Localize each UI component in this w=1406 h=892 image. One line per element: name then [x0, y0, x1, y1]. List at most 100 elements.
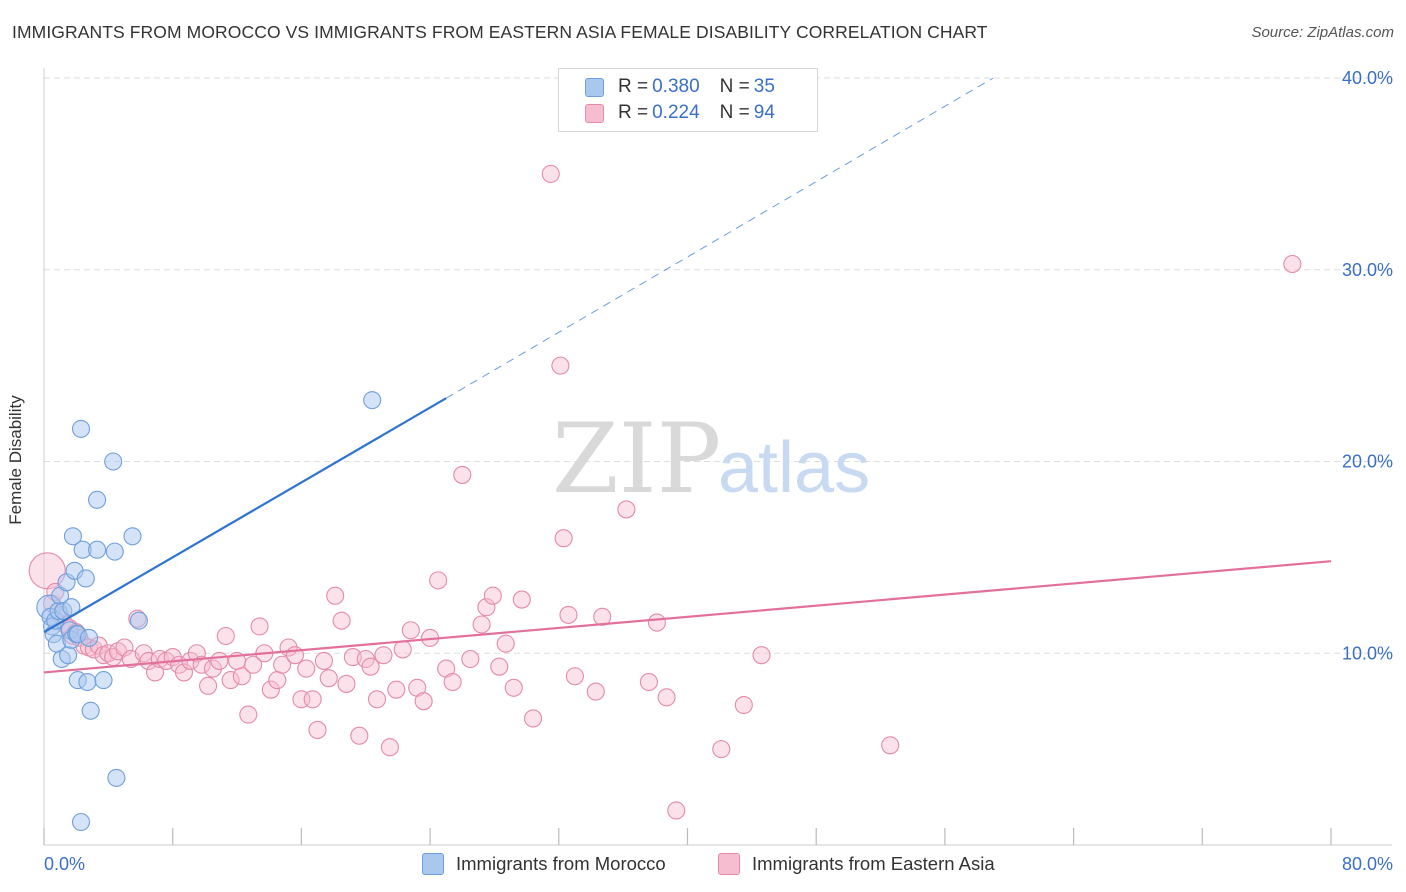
legend-swatch-morocco: [585, 77, 604, 97]
eastern-asia-point: [139, 651, 158, 670]
eastern-asia-point: [752, 646, 771, 665]
morocco-point: [88, 540, 107, 559]
axis-layer: [43, 68, 1392, 846]
eastern-asia-point: [541, 164, 560, 183]
eastern-asia-point: [332, 611, 351, 630]
legend-n-label: N =: [719, 102, 750, 123]
legend-r-value: 0.380: [652, 76, 700, 97]
morocco-point: [79, 628, 99, 647]
morocco-point: [76, 569, 95, 588]
legend-n-value: 35: [753, 76, 775, 97]
eastern-asia-point: [461, 649, 480, 669]
eastern-asia-point: [210, 651, 229, 670]
eastern-asia-point: [586, 682, 605, 701]
eastern-asia-point: [504, 678, 523, 697]
eastern-asia-point: [1283, 254, 1302, 274]
eastern-asia-point: [199, 676, 218, 695]
legend-n-value: 94: [753, 102, 775, 123]
eastern-asia-point: [657, 688, 676, 707]
eastern-asia-point: [314, 651, 333, 670]
eastern-asia-point: [361, 657, 380, 676]
legend-row-eastern-asia: R = 0.224 N = 94: [585, 100, 775, 126]
morocco-points: [36, 391, 382, 832]
y-tick-label: 20.0%: [1342, 452, 1393, 472]
eastern-asia-point: [221, 671, 240, 690]
y-axis-label: Female Disability: [6, 395, 25, 525]
eastern-asia-point: [297, 659, 316, 678]
trend-lines: [43, 77, 1332, 674]
eastern-asia-point: [512, 590, 531, 609]
legend-r-label: R =: [618, 76, 649, 97]
bottom-legend-morocco: Immigrants from Morocco: [422, 851, 666, 877]
morocco-point: [71, 812, 91, 832]
eastern-asia-point: [565, 667, 584, 686]
eastern-asia-point: [496, 634, 515, 653]
eastern-asia-point: [712, 740, 731, 759]
morocco-trend-extension: [445, 77, 994, 399]
morocco-point: [71, 419, 91, 438]
eastern-asia-point: [387, 680, 406, 699]
eastern-asia-point: [250, 617, 269, 636]
y-tick-label: 10.0%: [1342, 643, 1393, 663]
eastern-asia-point: [374, 646, 393, 665]
morocco-point: [104, 452, 123, 471]
eastern-asia-points: [28, 164, 1302, 820]
eastern-asia-point: [551, 356, 570, 375]
morocco-trend-line: [43, 397, 447, 634]
morocco-point: [105, 542, 124, 561]
eastern-asia-point: [472, 615, 491, 634]
eastern-asia-point: [483, 586, 502, 605]
eastern-asia-point: [326, 586, 345, 605]
eastern-asia-point: [232, 667, 251, 686]
eastern-asia-point: [244, 655, 263, 674]
eastern-asia-point: [239, 705, 258, 724]
eastern-asia-point: [443, 672, 462, 692]
y-tick-label: 40.0%: [1342, 68, 1393, 88]
eastern-asia-point: [303, 690, 322, 709]
watermark-atlas: atlas: [718, 428, 870, 508]
morocco-point: [63, 527, 83, 546]
watermark: ZIP atlas: [552, 403, 870, 515]
eastern-asia-point: [647, 613, 666, 632]
eastern-asia-point: [667, 801, 686, 820]
bottom-legend-swatch-morocco: [422, 853, 444, 875]
eastern-asia-point: [319, 669, 338, 688]
y-tick-label: 30.0%: [1342, 260, 1393, 280]
watermark-zip: ZIP: [552, 403, 721, 515]
legend-r-label: R =: [618, 102, 649, 123]
eastern-asia-point: [174, 663, 194, 682]
eastern-asia-point: [429, 571, 448, 590]
eastern-asia-point: [350, 726, 369, 745]
eastern-asia-point: [401, 621, 420, 640]
grid-layer: [44, 77, 1392, 654]
eastern-asia-trend-line: [43, 560, 1332, 674]
morocco-point: [59, 646, 78, 665]
eastern-asia-point: [203, 659, 222, 678]
bottom-legend-label-eastern-asia: Immigrants from Eastern Asia: [752, 853, 995, 874]
legend-n-label: N =: [719, 76, 750, 97]
eastern-asia-point: [393, 640, 412, 659]
eastern-asia-point: [881, 736, 900, 755]
eastern-asia-point: [554, 529, 573, 548]
eastern-asia-point: [115, 638, 134, 657]
eastern-asia-point: [617, 500, 636, 519]
eastern-asia-point: [261, 680, 280, 699]
legend-row-morocco: R = 0.380 N = 35: [585, 74, 775, 100]
eastern-asia-point: [308, 720, 327, 740]
chart-source: Source: ZipAtlas.com: [1251, 24, 1394, 41]
eastern-asia-point: [490, 657, 509, 676]
eastern-asia-point: [477, 598, 496, 617]
eastern-asia-point: [380, 738, 399, 757]
morocco-point: [88, 490, 107, 509]
bottom-legend-label-morocco: Immigrants from Morocco: [456, 853, 666, 874]
bottom-legend-eastern-asia: Immigrants from Eastern Asia: [718, 851, 995, 877]
eastern-asia-point: [524, 709, 543, 728]
bottom-legend-swatch-eastern-asia: [718, 853, 740, 875]
morocco-point: [94, 671, 113, 690]
chart-title: IMMIGRANTS FROM MOROCCO VS IMMIGRANTS FR…: [12, 22, 988, 42]
legend-swatch-eastern-asia: [585, 103, 604, 123]
eastern-asia-point: [273, 655, 292, 674]
eastern-asia-point: [216, 626, 235, 646]
legend-r-value: 0.224: [652, 102, 700, 123]
morocco-point: [81, 701, 100, 720]
